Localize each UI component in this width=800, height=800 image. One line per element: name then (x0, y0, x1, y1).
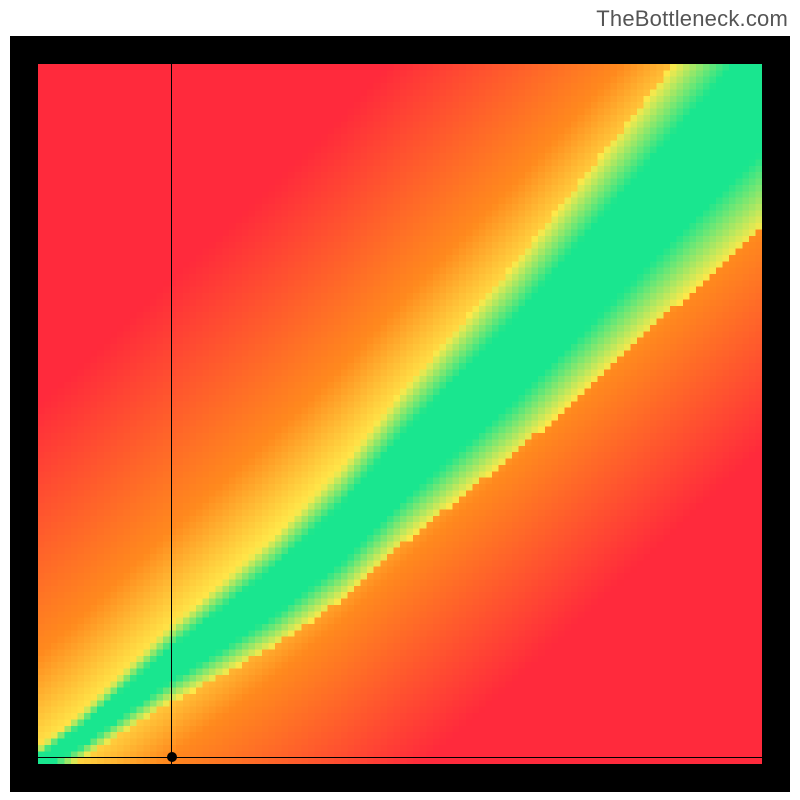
plot-area (38, 64, 762, 764)
root: TheBottleneck.com (0, 0, 800, 800)
watermark-text: TheBottleneck.com (596, 6, 788, 32)
crosshair-horizontal (38, 757, 762, 758)
crosshair-point (167, 752, 177, 762)
heatmap-canvas (38, 64, 762, 764)
crosshair-vertical (171, 64, 172, 764)
